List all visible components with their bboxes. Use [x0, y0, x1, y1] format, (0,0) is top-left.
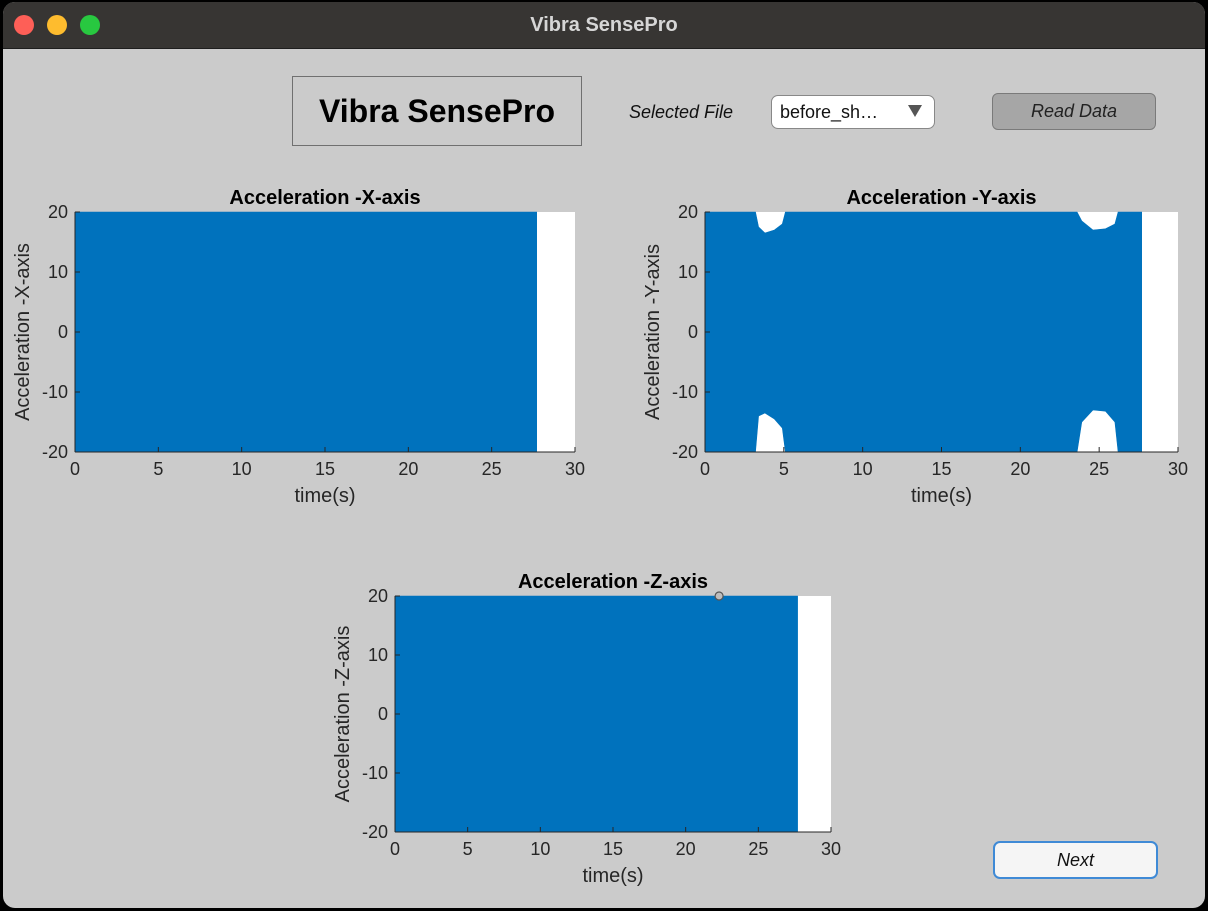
x-tick-label: 20 — [1010, 459, 1030, 479]
x-tick-label: 30 — [565, 459, 585, 479]
x-tick-label: 15 — [603, 839, 623, 859]
y-tick-label: 0 — [378, 704, 388, 724]
chart-y-axis[interactable]: 0 5 10 15 20 25 30 -20 -10 0 10 20 Acceleration -Y-a… — [633, 179, 1193, 519]
title-bar[interactable]: Vibra SensePro — [3, 2, 1205, 49]
y-axis-label: Acceleration -Z-axis — [332, 626, 354, 803]
app-title: Vibra SensePro — [292, 76, 582, 146]
y-tick-label: -20 — [362, 822, 388, 842]
y-tick-label: 20 — [368, 586, 388, 606]
x-tick-label: 5 — [463, 839, 473, 859]
chart-z-axis[interactable]: 0 5 10 15 20 25 30 -20 -10 0 10 20 Acceleration -Z-a… — [323, 563, 883, 903]
x-tick-label: 15 — [931, 459, 951, 479]
chart-z-svg[interactable]: 0 5 10 15 20 25 30 -20 -10 0 10 20 Acceleration -Z-a… — [323, 563, 883, 903]
main-panel: Vibra SensePro Selected File before_sh… … — [3, 49, 1205, 908]
chart-title: Acceleration -Z-axis — [518, 571, 708, 593]
y-tick-label: -10 — [42, 382, 68, 402]
series-signal-0 — [74, 211, 537, 453]
chart-x-axis[interactable]: 0 5 10 15 20 25 30 -20 -10 0 10 20 Acceleration -X-a… — [3, 179, 603, 519]
y-tick-label: -10 — [672, 382, 698, 402]
x-tick-label: 30 — [821, 839, 841, 859]
series-signal-0 — [704, 211, 1142, 453]
datatip-marker[interactable] — [714, 591, 724, 601]
x-tick-label: 10 — [530, 839, 550, 859]
chart-title: Acceleration -Y-axis — [846, 187, 1036, 209]
x-tick-label: 0 — [390, 839, 400, 859]
x-tick-label: 10 — [232, 459, 252, 479]
chevron-down-icon — [908, 105, 922, 117]
y-tick-label: 10 — [368, 645, 388, 665]
x-axis-label: time(s) — [911, 485, 972, 507]
y-tick-label: -20 — [42, 442, 68, 462]
x-tick-label: 20 — [676, 839, 696, 859]
file-dropdown-value: before_sh… — [780, 102, 879, 122]
x-tick-label: 5 — [779, 459, 789, 479]
chart-x-svg[interactable]: 0 5 10 15 20 25 30 -20 -10 0 10 20 Acceleration -X-a… — [3, 179, 603, 519]
read-data-button[interactable]: Read Data — [992, 93, 1156, 130]
y-tick-label: 0 — [688, 322, 698, 342]
x-tick-label: 0 — [70, 459, 80, 479]
x-tick-label: 0 — [700, 459, 710, 479]
app-window: Vibra SensePro Vibra SensePro Selected F… — [3, 2, 1205, 908]
series-signal-0 — [394, 595, 798, 833]
y-tick-label: 20 — [678, 202, 698, 222]
x-tick-label: 5 — [153, 459, 163, 479]
chart-title: Acceleration -X-axis — [229, 187, 420, 209]
x-tick-label: 10 — [853, 459, 873, 479]
y-tick-label: 10 — [48, 262, 68, 282]
y-axis-label: Acceleration -X-axis — [12, 243, 34, 421]
x-axis-label: time(s) — [582, 865, 643, 887]
close-window-button[interactable] — [14, 15, 34, 35]
window-title: Vibra SensePro — [530, 14, 678, 36]
x-tick-label: 20 — [398, 459, 418, 479]
minimize-window-button[interactable] — [47, 15, 67, 35]
x-tick-label: 15 — [315, 459, 335, 479]
x-tick-label: 25 — [1089, 459, 1109, 479]
x-axis-label: time(s) — [294, 485, 355, 507]
file-dropdown[interactable]: before_sh… — [771, 95, 935, 129]
x-tick-label: 25 — [748, 839, 768, 859]
maximize-window-button[interactable] — [80, 15, 100, 35]
x-tick-label: 25 — [482, 459, 502, 479]
y-tick-label: -10 — [362, 763, 388, 783]
next-button[interactable]: Next — [993, 841, 1158, 879]
x-tick-label: 30 — [1168, 459, 1188, 479]
y-axis-label: Acceleration -Y-axis — [642, 244, 664, 420]
y-tick-label: -20 — [672, 442, 698, 462]
y-tick-label: 0 — [58, 322, 68, 342]
chart-y-svg[interactable]: 0 5 10 15 20 25 30 -20 -10 0 10 20 Acceleration -Y-a… — [633, 179, 1193, 519]
y-tick-label: 20 — [48, 202, 68, 222]
selected-file-label: Selected File — [629, 102, 734, 122]
y-tick-label: 10 — [678, 262, 698, 282]
